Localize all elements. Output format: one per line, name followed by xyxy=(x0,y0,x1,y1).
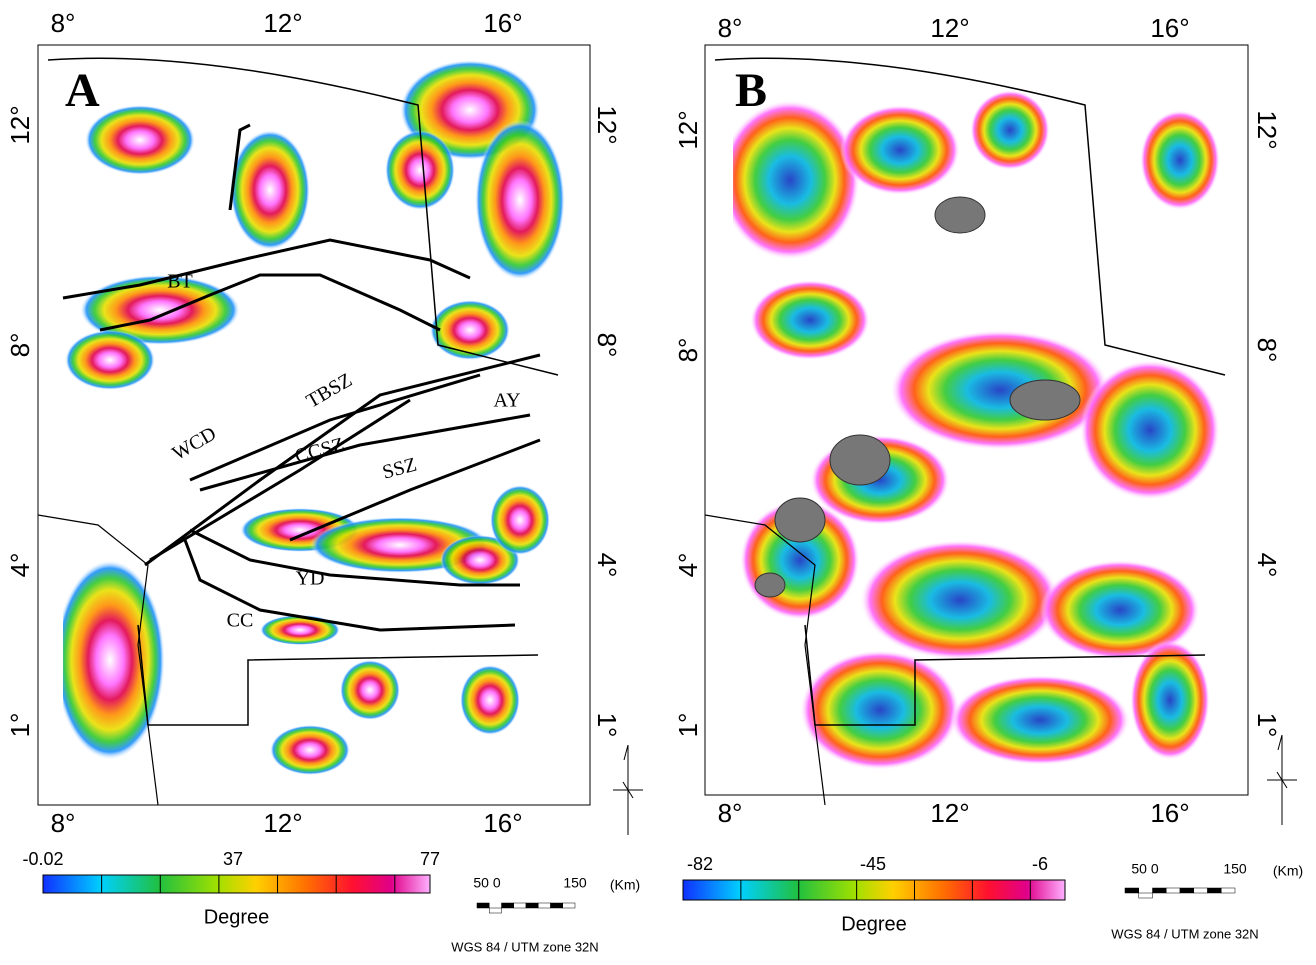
x-tick-label: 8° xyxy=(51,808,76,838)
colorbar-tick: -45 xyxy=(860,854,886,874)
anomaly xyxy=(720,100,860,260)
y-tick-label: 12° xyxy=(673,110,703,149)
scale-segment xyxy=(489,908,501,913)
anomaly xyxy=(475,120,565,280)
anomaly xyxy=(1140,110,1220,210)
outcrop xyxy=(755,573,785,597)
figure: A8°12°16°8°12°16°12°8°4°1°12°8°4°1°BTTBS… xyxy=(0,0,1316,960)
north-arrow xyxy=(613,745,643,835)
y-tick-label: 12° xyxy=(592,105,622,144)
scale-segment xyxy=(1139,893,1153,898)
scale-segment xyxy=(1208,888,1222,893)
scale-segment xyxy=(1194,888,1208,893)
anomaly xyxy=(385,130,455,210)
y-tick-label: 8° xyxy=(592,333,622,358)
anomaly xyxy=(460,665,520,735)
colorbar-tick: -0.02 xyxy=(22,849,63,869)
x-tick-label: 16° xyxy=(1150,798,1189,828)
anomaly xyxy=(270,725,350,775)
colorbar xyxy=(43,875,430,893)
scale-segment xyxy=(563,903,575,908)
anomaly xyxy=(230,130,310,250)
north-arrow xyxy=(1267,735,1297,825)
x-tick-label: 16° xyxy=(483,8,522,38)
colorbar xyxy=(683,880,1065,900)
scale-segment xyxy=(477,903,489,908)
anomaly xyxy=(260,615,340,645)
y-tick-label: 8° xyxy=(5,333,35,358)
y-tick-label: 1° xyxy=(1252,713,1282,738)
scale-unit: (Km) xyxy=(610,877,640,893)
projection: WGS 84 / UTM zone 32N xyxy=(451,939,598,954)
anomaly xyxy=(750,280,870,360)
anomaly xyxy=(85,105,195,175)
x-tick-label: 16° xyxy=(483,808,522,838)
y-tick-label: 8° xyxy=(673,338,703,363)
outcrop xyxy=(830,435,890,485)
y-tick-label: 1° xyxy=(673,713,703,738)
anomaly xyxy=(840,105,960,195)
x-tick-label: 8° xyxy=(51,8,76,38)
anomaly xyxy=(950,675,1130,765)
x-tick-label: 12° xyxy=(263,8,302,38)
scale-segment xyxy=(551,903,563,908)
scale-segment xyxy=(502,903,514,908)
structure-label: CC xyxy=(227,610,254,632)
anomaly xyxy=(430,300,510,360)
structure-label: YD xyxy=(296,568,325,590)
scale-label: 50 0 xyxy=(473,875,500,891)
colorbar-tick: -82 xyxy=(687,854,713,874)
scale-segment xyxy=(1166,888,1180,893)
scale-segment xyxy=(1153,888,1167,893)
scale-label: 150 xyxy=(563,875,587,891)
x-tick-label: 12° xyxy=(930,798,969,828)
anomaly xyxy=(860,540,1060,660)
y-tick-label: 1° xyxy=(592,713,622,738)
colorbar-tick: -6 xyxy=(1032,854,1048,874)
outcrop xyxy=(1010,380,1080,420)
panel-letter: B xyxy=(735,64,767,117)
y-tick-label: 12° xyxy=(1252,110,1282,149)
anomaly xyxy=(340,660,400,720)
y-tick-label: 4° xyxy=(592,553,622,578)
anomaly xyxy=(970,90,1050,170)
x-tick-label: 8° xyxy=(718,13,743,43)
y-tick-label: 4° xyxy=(673,553,703,578)
scale-segment xyxy=(514,903,526,908)
colorbar-tick: 37 xyxy=(223,849,243,869)
colorbar-tick: 77 xyxy=(420,849,440,869)
anomaly xyxy=(800,650,960,770)
y-tick-label: 12° xyxy=(5,105,35,144)
panel-letter: A xyxy=(65,64,100,117)
anomaly xyxy=(1080,360,1220,500)
x-tick-label: 8° xyxy=(718,798,743,828)
structure-label: BT xyxy=(167,271,193,293)
anomaly xyxy=(890,330,1110,450)
scale-label: 50 0 xyxy=(1131,861,1158,877)
outcrop xyxy=(935,197,985,233)
scale-segment xyxy=(1125,888,1139,893)
scale-unit: (Km) xyxy=(1273,863,1303,879)
projection: WGS 84 / UTM zone 32N xyxy=(1111,926,1258,941)
scale-segment xyxy=(1221,888,1235,893)
y-tick-label: 1° xyxy=(5,713,35,738)
scale-segment xyxy=(538,903,550,908)
y-tick-label: 4° xyxy=(5,553,35,578)
scale-segment xyxy=(1180,888,1194,893)
anomaly xyxy=(1130,640,1210,760)
anomaly xyxy=(65,330,155,390)
y-tick-label: 8° xyxy=(1252,338,1282,363)
outcrop xyxy=(775,498,825,542)
colorbar-label: Degree xyxy=(841,913,907,935)
x-tick-label: 12° xyxy=(263,808,302,838)
x-tick-label: 12° xyxy=(930,13,969,43)
structure-label: AY xyxy=(493,390,520,412)
scale-segment xyxy=(526,903,538,908)
x-tick-label: 16° xyxy=(1150,13,1189,43)
scale-label: 150 xyxy=(1223,861,1247,877)
colorbar-label: Degree xyxy=(204,906,270,928)
anomaly xyxy=(490,485,550,555)
y-tick-label: 4° xyxy=(1252,553,1282,578)
